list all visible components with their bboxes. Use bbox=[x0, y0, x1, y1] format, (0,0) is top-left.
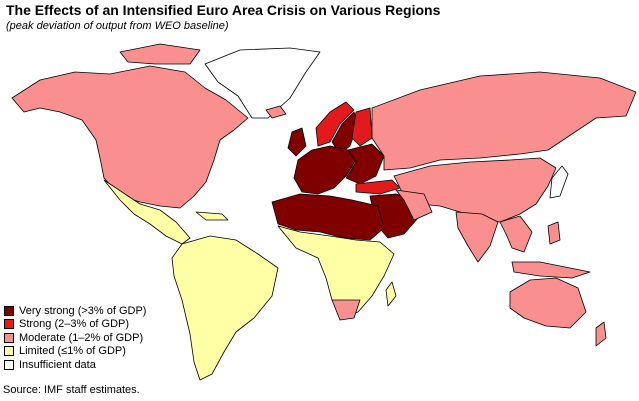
region-philippines bbox=[547, 221, 561, 245]
map-subtitle: (peak deviation of output from WEO basel… bbox=[6, 20, 229, 32]
region-canadian-islands bbox=[119, 43, 201, 65]
legend-label: Moderate (1–2% of GDP) bbox=[19, 331, 144, 344]
legend-label: Very strong (>3% of GDP) bbox=[19, 304, 147, 317]
region-western-europe bbox=[293, 145, 357, 195]
region-south-america bbox=[171, 235, 279, 381]
region-caribbean bbox=[195, 211, 229, 221]
region-southeast-asia bbox=[499, 215, 533, 253]
legend-swatch bbox=[4, 319, 14, 330]
legend-label: Strong (2–3% of GDP) bbox=[19, 318, 130, 331]
legend-item-moderate: Moderate (1–2% of GDP) bbox=[4, 331, 146, 345]
region-greenland bbox=[204, 47, 321, 119]
legend-label: Limited (≤1% of GDP) bbox=[19, 345, 126, 358]
region-japan bbox=[549, 165, 569, 199]
legend-item-very-strong: Very strong (>3% of GDP) bbox=[4, 304, 146, 318]
region-norway bbox=[315, 101, 355, 147]
region-australia bbox=[509, 277, 587, 329]
source-note: Source: IMF staff estimates. bbox=[3, 384, 140, 396]
map-title: The Effects of an Intensified Euro Area … bbox=[6, 2, 441, 18]
region-south-africa bbox=[331, 299, 361, 321]
region-eastern-europe bbox=[345, 143, 385, 185]
legend-swatch bbox=[4, 332, 14, 343]
region-russia bbox=[371, 71, 637, 171]
region-indonesia bbox=[511, 261, 591, 279]
region-finland bbox=[351, 107, 373, 147]
region-iran bbox=[395, 189, 433, 221]
legend-swatch bbox=[4, 305, 14, 316]
region-turkey bbox=[355, 179, 401, 195]
legend-item-strong: Strong (2–3% of GDP) bbox=[4, 318, 146, 332]
region-sub-saharan-africa bbox=[277, 225, 395, 317]
region-new-zealand bbox=[595, 321, 607, 347]
region-india bbox=[455, 211, 499, 263]
region-iceland bbox=[265, 105, 287, 119]
region-central-asia bbox=[393, 157, 557, 223]
legend-label: Insufficient data bbox=[19, 358, 96, 371]
legend-item-limited: Limited (≤1% of GDP) bbox=[4, 345, 146, 359]
region-madagascar bbox=[385, 281, 397, 307]
legend-item-insufficient-data: Insufficient data bbox=[4, 358, 146, 372]
region-uk bbox=[287, 127, 307, 157]
region-north-america bbox=[11, 65, 249, 209]
region-north-africa bbox=[271, 193, 385, 241]
legend-swatch bbox=[4, 346, 14, 357]
legend: Very strong (>3% of GDP) Strong (2–3% of… bbox=[4, 304, 146, 372]
legend-swatch bbox=[4, 359, 14, 370]
